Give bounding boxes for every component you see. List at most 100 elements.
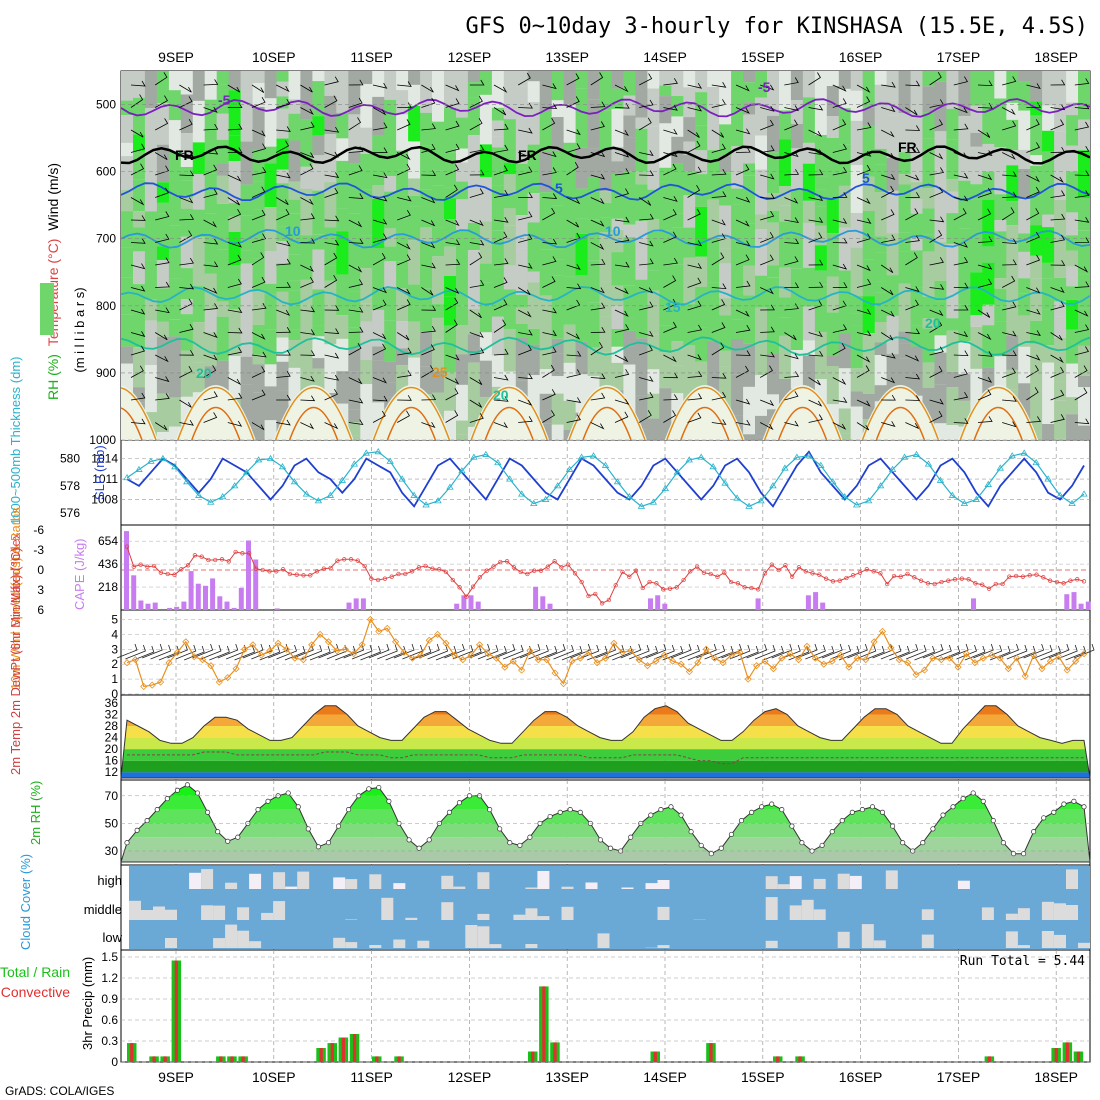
contour-label: 20	[196, 365, 212, 381]
wind-speed-point	[274, 639, 282, 647]
precip-conv-bar	[1065, 1042, 1069, 1062]
wind-barb	[881, 81, 896, 88]
wind-barb	[259, 645, 281, 661]
wind-barb	[566, 129, 581, 136]
rh-cell	[767, 394, 780, 410]
rh-cell	[491, 71, 505, 89]
rh-point	[134, 827, 140, 833]
cloud-cell	[345, 919, 358, 920]
rh-cell	[850, 71, 864, 91]
rh-point	[829, 829, 835, 835]
wind-barb	[179, 419, 194, 426]
wind-barb	[397, 370, 412, 378]
rh-cell	[635, 117, 648, 129]
wind-barb	[905, 395, 921, 401]
rh-cell	[683, 257, 696, 305]
wind-barb	[760, 119, 774, 131]
cape-bar	[1078, 603, 1084, 610]
wind-barb	[324, 274, 338, 288]
rh-cell	[563, 324, 577, 363]
wind-speed-line	[126, 618, 1085, 688]
rh-cell	[515, 163, 529, 189]
lifted-point	[579, 579, 584, 585]
cloud-cell	[201, 905, 214, 920]
wind-barb	[179, 150, 194, 157]
rh-cell	[563, 276, 577, 325]
rh-cell	[994, 278, 1007, 289]
rh-cell	[695, 327, 708, 362]
wind-speed-point	[375, 627, 383, 635]
wind-speed-point	[962, 650, 971, 658]
rh-cell	[228, 161, 242, 204]
wind-barb	[518, 373, 533, 380]
wind-speed-point	[761, 657, 769, 665]
rh-cell	[491, 136, 505, 148]
thickness-point	[541, 495, 550, 502]
rh-cell	[324, 227, 337, 266]
wind-barb	[155, 393, 170, 401]
thickness-point	[1056, 491, 1064, 498]
rh-cell	[743, 175, 756, 224]
wind-barb	[856, 218, 872, 224]
rh-cell	[515, 188, 529, 216]
wind-barb	[1026, 208, 1040, 221]
rh-cell	[1006, 225, 1019, 264]
lifted-point	[267, 569, 272, 574]
wind-barb	[300, 237, 316, 244]
lifted-point	[396, 571, 401, 577]
rh-cell	[121, 115, 134, 143]
precip-conv-label: Convective	[1, 984, 70, 1000]
lifted-point	[606, 597, 612, 603]
rh-cell	[623, 237, 636, 286]
cloud-cell	[525, 887, 538, 889]
rh-cell	[790, 234, 804, 269]
wind-barb	[348, 279, 364, 288]
wind-barb	[1050, 260, 1066, 266]
rh-cell	[384, 382, 397, 398]
rh-cell	[168, 319, 182, 337]
wind-barb	[203, 391, 218, 401]
wind-barb	[179, 257, 194, 266]
thickness-point	[506, 475, 514, 482]
rh-cell	[611, 71, 625, 89]
rh-point	[406, 837, 412, 843]
lifted-point	[559, 565, 564, 570]
rh-cell	[946, 213, 959, 244]
wind-barb	[784, 391, 799, 401]
wind-barb	[590, 392, 606, 401]
rh-cell	[276, 108, 290, 139]
wind-barb	[348, 264, 363, 273]
wind-barb	[324, 172, 340, 178]
wind-barb	[808, 169, 824, 176]
wind-barb	[855, 644, 877, 660]
wind-barb	[639, 375, 654, 382]
rh-cell	[156, 144, 170, 183]
precip-conv-bar	[1076, 1051, 1081, 1062]
wind-barb	[808, 350, 824, 357]
wind-barb	[856, 422, 870, 431]
rh-cell	[898, 113, 912, 142]
wind-barb	[687, 184, 701, 198]
rh-cell	[767, 115, 780, 153]
rh-cell	[922, 208, 936, 235]
wind-barb	[808, 399, 823, 407]
precip-conv-bar	[130, 1043, 134, 1062]
rh-cell	[563, 71, 577, 105]
rh-cell	[934, 131, 948, 169]
wind-barb	[1050, 146, 1066, 153]
rh-cell	[264, 420, 278, 440]
wind-barb	[881, 421, 896, 427]
lifted-point	[131, 564, 136, 569]
rh-cell	[192, 71, 206, 101]
rh-cell	[408, 71, 421, 85]
wind-barb	[663, 104, 678, 111]
cape-bar	[210, 578, 216, 610]
wind-barb	[929, 152, 944, 160]
wind-barb	[192, 643, 214, 659]
rh-point	[335, 823, 342, 829]
rh-cell	[946, 318, 959, 331]
contour-label: FR	[518, 147, 537, 163]
thickness-ylabel: 1000~500mb Thickness (dm)	[8, 357, 23, 526]
rh-cell	[1030, 255, 1043, 279]
